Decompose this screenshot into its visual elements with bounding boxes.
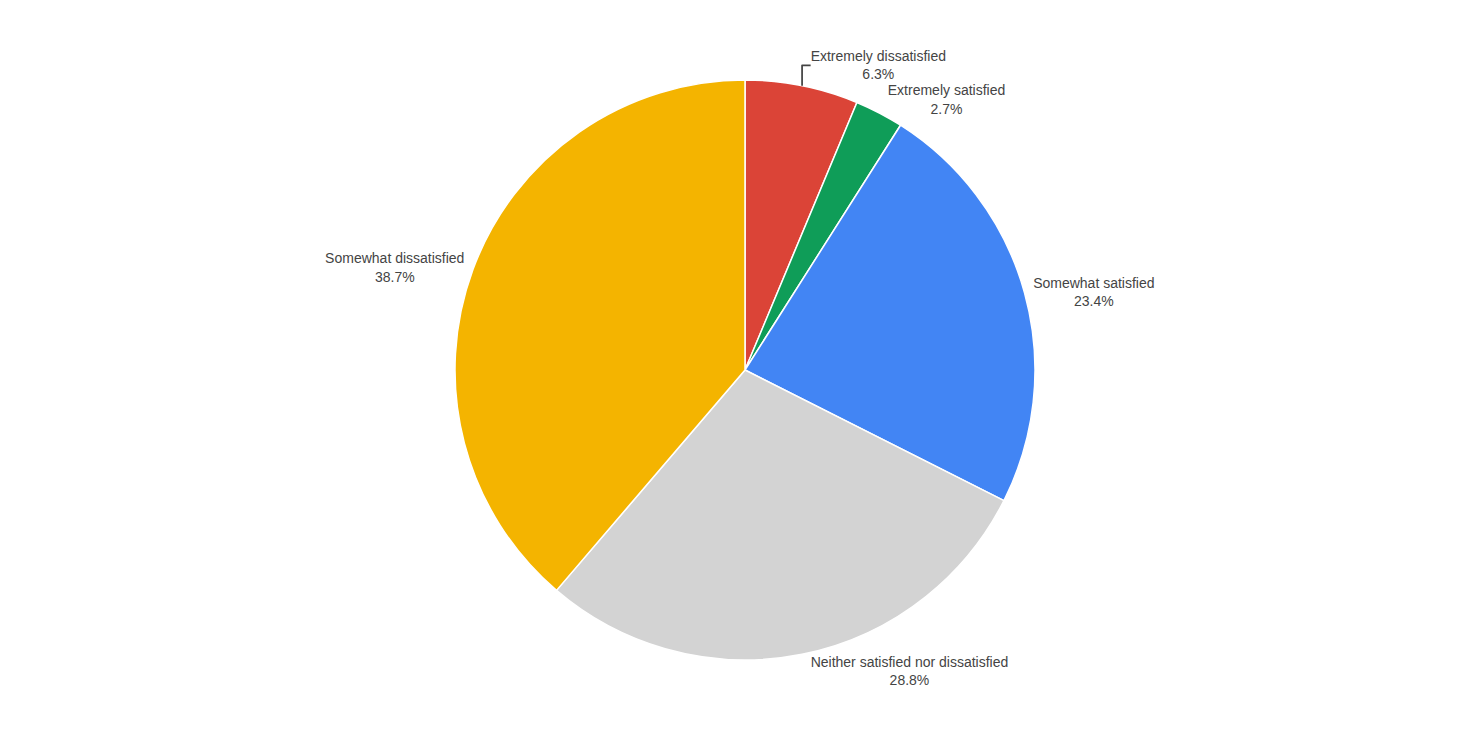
svg-text:Neither satisfied nor dissatis: Neither satisfied nor dissatisfied28.8% xyxy=(811,654,1009,688)
svg-text:Extremely dissatisfied6.3%: Extremely dissatisfied6.3% xyxy=(811,48,946,82)
svg-text:Extremely satisfied2.7%: Extremely satisfied2.7% xyxy=(888,82,1005,116)
svg-text:Somewhat satisfied23.4%: Somewhat satisfied23.4% xyxy=(1033,275,1154,309)
svg-text:Somewhat dissatisfied38.7%: Somewhat dissatisfied38.7% xyxy=(325,250,464,284)
